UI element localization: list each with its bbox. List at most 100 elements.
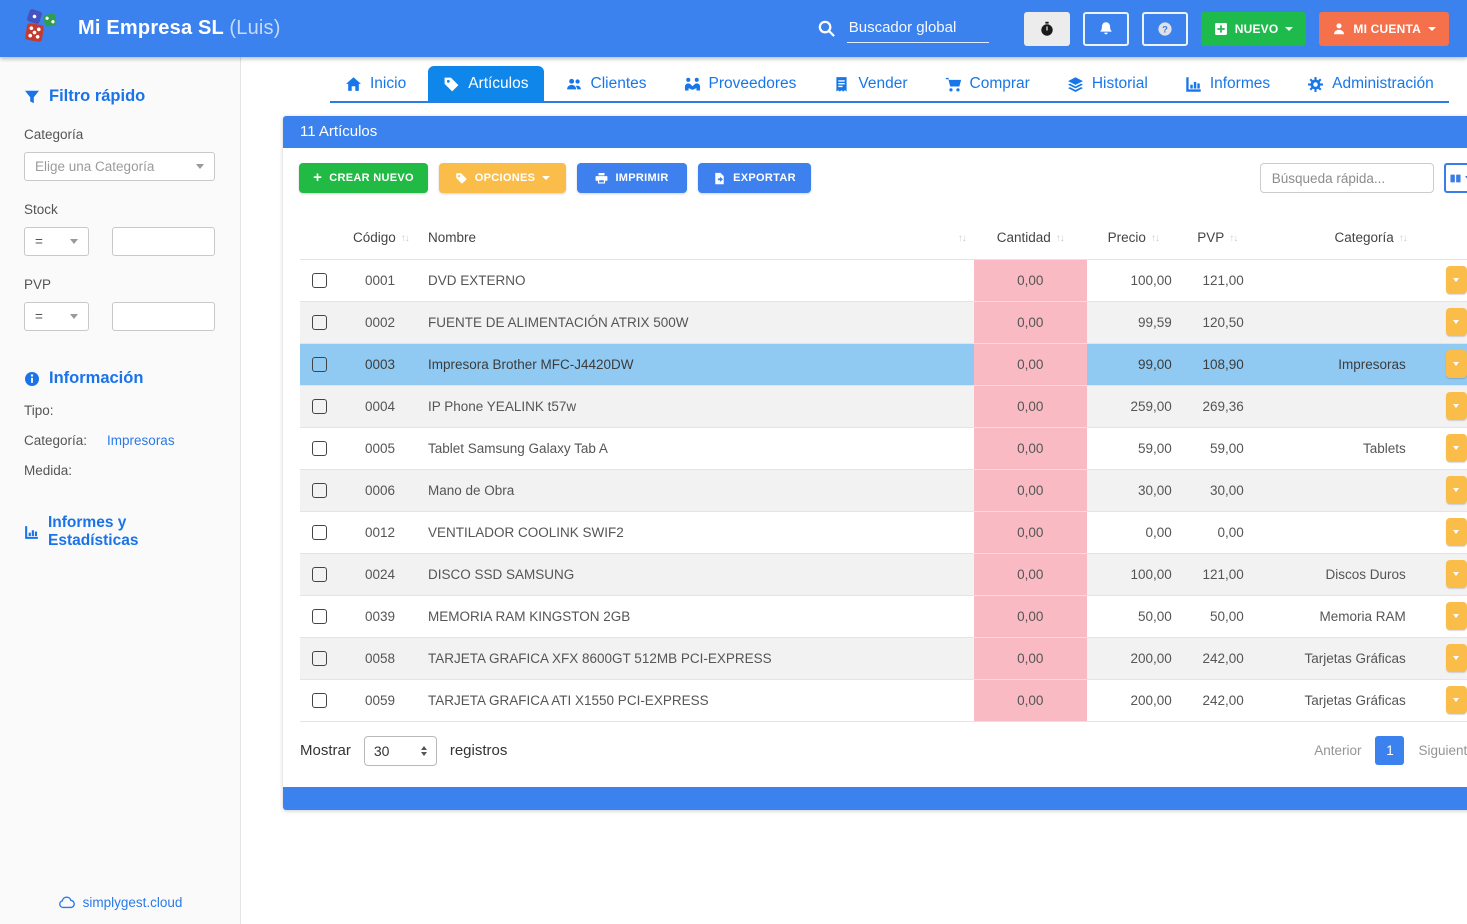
row-checkbox[interactable] [312, 273, 327, 288]
tag-icon [443, 76, 460, 93]
pvp-value-input[interactable] [112, 302, 215, 331]
table-row[interactable]: 0024 DISCO SSD SAMSUNG 0,00 100,00 121,0… [300, 553, 1467, 595]
cell-codigo: 0024 [345, 553, 420, 595]
row-actions-button[interactable] [1446, 686, 1467, 714]
tab-informes[interactable]: Informes [1170, 66, 1285, 101]
notifications-button[interactable] [1083, 12, 1129, 46]
tab-inicio[interactable]: Inicio [330, 66, 421, 101]
table-row[interactable]: 0004 IP Phone YEALINK t57w 0,00 259,00 2… [300, 385, 1467, 427]
caret-down-icon [1428, 27, 1436, 31]
tab-historial[interactable]: Historial [1052, 66, 1163, 101]
row-checkbox[interactable] [312, 399, 327, 414]
row-actions-button[interactable] [1446, 602, 1467, 630]
row-actions-button[interactable] [1446, 266, 1467, 294]
cell-codigo: 0012 [345, 511, 420, 553]
create-new-button[interactable]: + CREAR NUEVO [299, 163, 428, 193]
tab-clientes[interactable]: Clientes [551, 66, 662, 101]
caret-down-icon [70, 314, 78, 319]
row-checkbox[interactable] [312, 441, 327, 456]
row-checkbox[interactable] [312, 567, 327, 582]
tab-articulos[interactable]: Artículos [428, 66, 543, 101]
new-button[interactable]: NUEVO [1201, 12, 1307, 46]
caret-down-icon [1453, 320, 1459, 324]
row-actions-button[interactable] [1446, 392, 1467, 420]
my-account-button[interactable]: MI CUENTA [1319, 12, 1449, 46]
tab-administracion[interactable]: Administración [1292, 66, 1449, 101]
stock-operator-select[interactable]: = [24, 227, 89, 256]
row-actions-button[interactable] [1446, 518, 1467, 546]
cell-cantidad: 0,00 [974, 637, 1087, 679]
cell-nombre: FUENTE DE ALIMENTACIÓN ATRIX 500W [420, 301, 945, 343]
cell-cantidad: 0,00 [974, 469, 1087, 511]
print-button[interactable]: IMPRIMIR [577, 163, 687, 193]
quick-search-input[interactable] [1260, 163, 1434, 193]
cell-codigo: 0058 [345, 637, 420, 679]
cell-pvp: 269,36 [1180, 385, 1255, 427]
pvp-operator-select[interactable]: = [24, 302, 89, 331]
sort-icon[interactable]: ↑↓ [958, 233, 966, 244]
next-page-link[interactable]: Siguiente [1418, 743, 1467, 758]
header-pvp[interactable]: PVP↑↓ [1180, 216, 1255, 259]
page-1-button[interactable]: 1 [1375, 736, 1404, 765]
row-checkbox[interactable] [312, 525, 327, 540]
export-button[interactable]: EXPORTAR [698, 163, 811, 193]
table-row[interactable]: 0058 TARJETA GRAFICA XFX 8600GT 512MB PC… [300, 637, 1467, 679]
columns-icon [1449, 172, 1462, 185]
category-select[interactable]: Elige una Categoría [24, 152, 215, 181]
table-row[interactable]: 0006 Mano de Obra 0,00 30,00 30,00 [300, 469, 1467, 511]
row-checkbox[interactable] [312, 609, 327, 624]
table-row[interactable]: 0002 FUENTE DE ALIMENTACIÓN ATRIX 500W 0… [300, 301, 1467, 343]
header-nombre[interactable]: Nombre [420, 216, 945, 259]
help-button[interactable]: ? [1142, 12, 1188, 46]
info-categoria: Categoría: Impresoras [24, 433, 216, 448]
sort-icon[interactable]: ↑↓ [1399, 233, 1407, 244]
sort-icon[interactable]: ↑↓ [1151, 233, 1159, 244]
category-label: Categoría [24, 127, 216, 142]
row-actions-button[interactable] [1446, 434, 1467, 462]
simplygest-link[interactable]: simplygest.cloud [0, 894, 240, 911]
header-precio[interactable]: Precio↑↓ [1087, 216, 1180, 259]
stock-value-input[interactable] [112, 227, 215, 256]
table-row[interactable]: 0003 Impresora Brother MFC-J4420DW 0,00 … [300, 343, 1467, 385]
sort-icon[interactable]: ↑↓ [401, 233, 409, 244]
table-row[interactable]: 0012 VENTILADOR COOLINK SWIF2 0,00 0,00 … [300, 511, 1467, 553]
prev-page-link[interactable]: Anterior [1314, 743, 1361, 758]
sort-icon[interactable]: ↑↓ [1229, 233, 1237, 244]
cell-nombre: DVD EXTERNO [420, 259, 945, 301]
tab-comprar[interactable]: Comprar [930, 66, 1045, 101]
header-cantidad[interactable]: Cantidad↑↓ [974, 216, 1087, 259]
row-actions-button[interactable] [1446, 644, 1467, 672]
row-checkbox[interactable] [312, 357, 327, 372]
header-categoria[interactable]: Categoría↑↓ [1255, 216, 1415, 259]
table-row[interactable]: 0001 DVD EXTERNO 0,00 100,00 121,00 [300, 259, 1467, 301]
options-button[interactable]: OPCIONES [439, 163, 566, 193]
sort-icon[interactable]: ↑↓ [1056, 233, 1064, 244]
row-checkbox[interactable] [312, 651, 327, 666]
cell-cantidad: 0,00 [974, 385, 1087, 427]
row-actions-button[interactable] [1446, 308, 1467, 336]
page-size-select[interactable]: 30 [364, 736, 437, 766]
cell-nombre: MEMORIA RAM KINGSTON 2GB [420, 595, 945, 637]
cell-nombre: Impresora Brother MFC-J4420DW [420, 343, 945, 385]
row-checkbox[interactable] [312, 315, 327, 330]
table-row[interactable]: 0039 MEMORIA RAM KINGSTON 2GB 0,00 50,00… [300, 595, 1467, 637]
table-row[interactable]: 0059 TARJETA GRAFICA ATI X1550 PCI-EXPRE… [300, 679, 1467, 721]
tab-proveedores[interactable]: Proveedores [669, 66, 812, 101]
column-visibility-button[interactable] [1444, 163, 1467, 193]
quick-filter-title: Filtro rápido [24, 87, 216, 106]
header-codigo[interactable]: Código↑↓ [345, 216, 420, 259]
cell-categoria [1255, 259, 1415, 301]
theme-toggle-button[interactable] [1024, 12, 1070, 46]
reports-stats-link[interactable]: Informes y Estadísticas [24, 514, 216, 550]
row-actions-button[interactable] [1446, 350, 1467, 378]
logged-user: (Luis) [229, 17, 280, 39]
tab-vender[interactable]: Vender [818, 66, 922, 101]
row-actions-button[interactable] [1446, 560, 1467, 588]
header-nombre-sort[interactable]: ↑↓ [945, 216, 974, 259]
table-row[interactable]: 0005 Tablet Samsung Galaxy Tab A 0,00 59… [300, 427, 1467, 469]
global-search-input[interactable] [847, 15, 989, 43]
caret-down-icon [1285, 27, 1293, 31]
row-checkbox[interactable] [312, 693, 327, 708]
row-actions-button[interactable] [1446, 476, 1467, 504]
row-checkbox[interactable] [312, 483, 327, 498]
